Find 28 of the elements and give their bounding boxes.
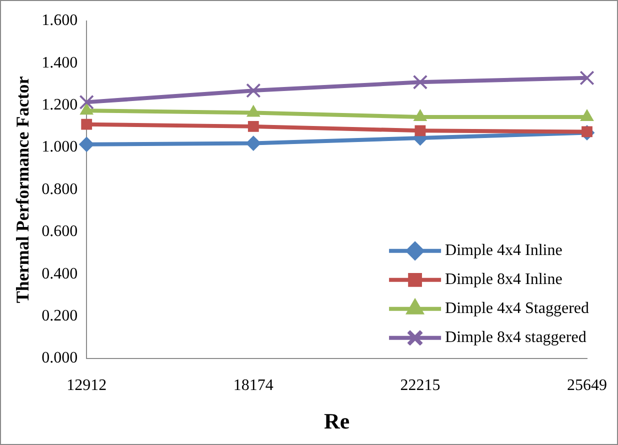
- legend-label: Dimple 4x4 Staggered: [445, 300, 589, 318]
- point: [246, 83, 261, 98]
- y-tick-label: 1.600: [42, 12, 78, 30]
- legend-label: Dimple 8x4 staggered: [445, 329, 586, 346]
- x-tick-label: 18174: [233, 377, 274, 394]
- legend-label: Dimple 4x4 Inline: [445, 242, 562, 260]
- y-tick-label: 1.200: [42, 96, 78, 114]
- y-tick-label: 1.400: [42, 54, 78, 72]
- point: [414, 125, 426, 136]
- point: [79, 94, 94, 110]
- x-axis-title: Re: [324, 408, 350, 434]
- x-tick-label: 12912: [66, 377, 107, 394]
- point: [412, 74, 428, 90]
- legend-label: Dimple 8x4 Inline: [445, 271, 562, 288]
- x-tick-label: 25649: [567, 377, 607, 394]
- y-tick-label: 0.600: [42, 223, 78, 240]
- y-axis-title: Thermal Performance Factor: [12, 76, 32, 304]
- point: [246, 136, 261, 151]
- y-tick-label: 0.400: [42, 265, 78, 282]
- y-tick-label: 0.200: [42, 307, 78, 324]
- y-tick-label: 0.000: [42, 350, 78, 367]
- y-tick-label: 1.000: [42, 138, 78, 156]
- point: [248, 120, 259, 132]
- point: [580, 70, 594, 86]
- y-tick-label: 0.800: [42, 180, 78, 198]
- x-tick-label: 22215: [400, 377, 440, 394]
- point: [81, 118, 92, 130]
- point: [79, 136, 94, 152]
